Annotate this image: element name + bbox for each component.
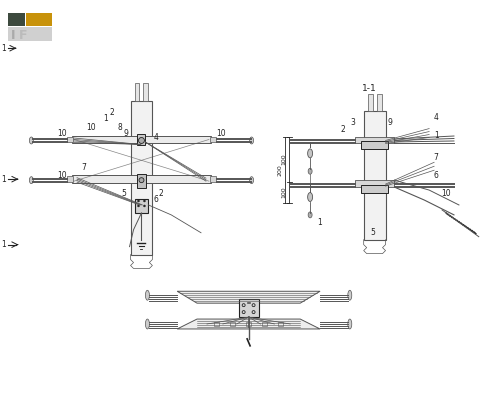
Text: 10: 10 — [58, 171, 67, 180]
Bar — [134, 83, 140, 101]
Bar — [72, 175, 211, 183]
Circle shape — [138, 200, 140, 202]
Ellipse shape — [146, 319, 150, 329]
Bar — [72, 136, 211, 144]
Bar — [130, 101, 152, 254]
Ellipse shape — [348, 319, 352, 329]
Bar — [67, 136, 73, 142]
Text: 100: 100 — [282, 187, 286, 198]
Ellipse shape — [250, 177, 254, 184]
Polygon shape — [177, 291, 320, 303]
Text: 10: 10 — [58, 129, 67, 138]
Text: 9: 9 — [387, 118, 392, 127]
Bar — [360, 142, 388, 150]
Text: 7: 7 — [82, 163, 86, 172]
Text: 5: 5 — [370, 228, 375, 237]
Bar — [355, 180, 395, 187]
Bar — [26, 14, 52, 26]
Bar — [136, 174, 146, 188]
Text: 2: 2 — [340, 125, 345, 134]
Text: 9: 9 — [123, 129, 128, 138]
Bar — [368, 94, 372, 111]
Text: F: F — [18, 29, 27, 42]
Bar — [8, 14, 26, 26]
Text: 4: 4 — [434, 113, 438, 122]
Text: 10: 10 — [216, 129, 226, 138]
Ellipse shape — [30, 137, 34, 144]
Ellipse shape — [308, 149, 312, 158]
Ellipse shape — [30, 177, 34, 184]
Polygon shape — [177, 319, 320, 329]
Text: 1: 1 — [318, 218, 322, 227]
Bar — [134, 199, 148, 213]
Text: 1: 1 — [104, 114, 108, 123]
Bar — [8, 27, 52, 41]
Text: 2: 2 — [110, 108, 114, 117]
Bar — [355, 136, 395, 144]
Text: 1: 1 — [1, 240, 6, 249]
Text: 5: 5 — [121, 188, 126, 198]
Circle shape — [144, 200, 146, 202]
Text: 1: 1 — [1, 175, 6, 184]
Bar — [210, 136, 216, 142]
Bar — [262, 322, 267, 326]
Circle shape — [138, 138, 144, 144]
Ellipse shape — [250, 137, 254, 144]
Circle shape — [144, 205, 146, 207]
Text: 10: 10 — [86, 123, 96, 132]
Bar — [214, 322, 220, 326]
Bar — [67, 176, 73, 182]
Text: I: I — [10, 29, 15, 42]
Bar — [360, 185, 388, 193]
Ellipse shape — [308, 168, 312, 174]
Bar — [376, 94, 382, 111]
Circle shape — [139, 178, 144, 183]
Bar — [278, 322, 283, 326]
Ellipse shape — [348, 290, 352, 300]
Bar — [230, 322, 235, 326]
Text: 1: 1 — [1, 44, 6, 53]
Ellipse shape — [308, 192, 312, 202]
Bar — [210, 176, 216, 182]
Text: 6: 6 — [434, 171, 438, 180]
Text: 1-1: 1-1 — [362, 84, 377, 93]
Text: 100: 100 — [282, 154, 286, 165]
Bar — [238, 299, 258, 317]
Text: 2: 2 — [159, 188, 164, 198]
Text: 1: 1 — [434, 131, 438, 140]
Bar — [364, 111, 386, 240]
Ellipse shape — [146, 290, 150, 300]
Text: 3: 3 — [350, 118, 355, 127]
Text: 200: 200 — [278, 164, 282, 176]
Text: 8: 8 — [118, 123, 122, 132]
Text: 4: 4 — [154, 133, 159, 142]
Bar — [144, 83, 148, 101]
Text: 10: 10 — [441, 188, 451, 198]
Bar — [246, 322, 251, 326]
Circle shape — [138, 205, 140, 207]
Ellipse shape — [308, 212, 312, 218]
Bar — [138, 134, 145, 146]
Text: 6: 6 — [154, 194, 159, 204]
Text: 7: 7 — [434, 153, 438, 162]
